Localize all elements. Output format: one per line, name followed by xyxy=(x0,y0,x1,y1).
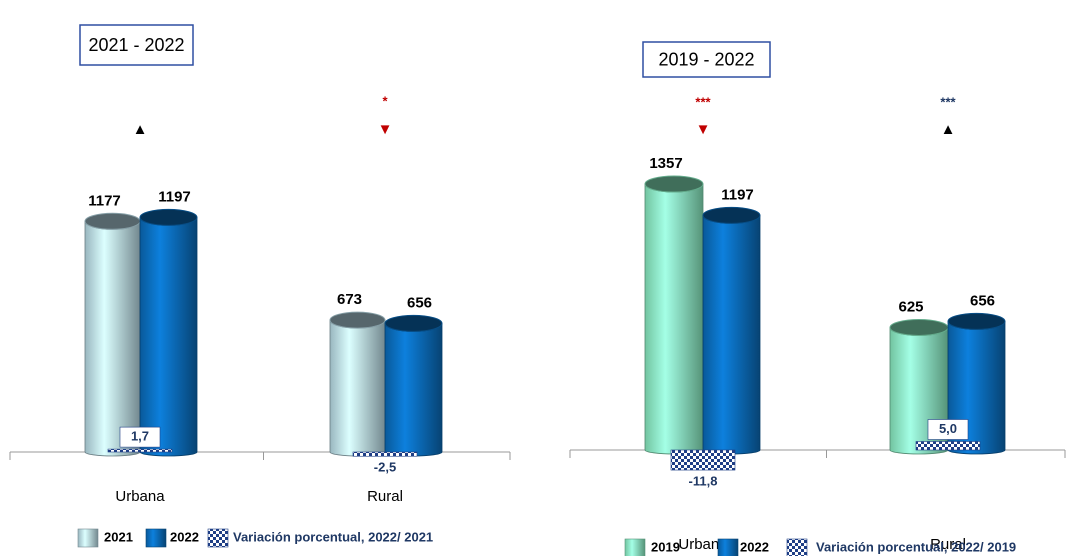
legend-label: Variación porcentual, 2022/ 2019 xyxy=(816,539,1016,554)
variation-bar xyxy=(352,451,418,457)
cylinder-bar xyxy=(384,314,443,457)
value-label: 1197 xyxy=(721,186,754,203)
legend-swatch xyxy=(786,538,808,556)
value-label: 673 xyxy=(337,291,362,308)
cylinder-body xyxy=(329,320,386,457)
trend-arrow: ▼ xyxy=(378,121,393,138)
category-label: Urbana xyxy=(115,488,165,505)
significance-stars: *** xyxy=(940,94,956,109)
variation-label: -11,8 xyxy=(689,473,718,488)
category-label: Urbana xyxy=(678,536,728,553)
chart-title: 2021 - 2022 xyxy=(88,35,184,55)
legend-label: 2019 xyxy=(651,539,680,554)
variation-bar xyxy=(670,449,736,471)
legend-label: 2022 xyxy=(740,539,769,554)
value-label: 1197 xyxy=(158,188,191,205)
cylinder-top xyxy=(329,311,386,329)
cylinder-bar xyxy=(644,175,704,455)
legend-label: Variación porcentual, 2022/ 2021 xyxy=(233,529,433,544)
cylinder-body xyxy=(644,183,704,455)
chart-title: 2019 - 2022 xyxy=(658,49,754,69)
variation-label: 1,7 xyxy=(131,429,149,444)
cylinder-bar xyxy=(329,311,386,457)
legend-swatch xyxy=(717,538,739,556)
cylinder-bar xyxy=(84,212,141,457)
variation-label-box xyxy=(927,419,969,440)
cylinder-top xyxy=(947,312,1006,330)
variation-label-box xyxy=(119,426,161,448)
value-label: 656 xyxy=(970,292,995,309)
cylinder-body xyxy=(139,217,198,457)
cylinder-body xyxy=(384,323,443,457)
trend-arrow: ▲ xyxy=(133,121,148,138)
significance-stars: *** xyxy=(695,94,711,109)
cylinder-top xyxy=(702,206,761,224)
significance-stars: * xyxy=(382,93,388,108)
variation-label: -2,5 xyxy=(374,460,396,475)
title-box xyxy=(79,24,194,66)
legend-swatch xyxy=(145,528,167,548)
legend-label: 2021 xyxy=(104,529,133,544)
variation-label: 5,0 xyxy=(939,421,957,436)
cylinder-body xyxy=(84,221,141,457)
cylinder-top xyxy=(384,314,443,332)
cylinder-bar xyxy=(702,206,761,455)
value-label: 625 xyxy=(898,298,923,315)
cylinder-top xyxy=(644,175,704,193)
category-label: Rural xyxy=(367,488,403,505)
trend-arrow: ▲ xyxy=(941,121,956,138)
category-label: Rural xyxy=(930,536,966,553)
legend-swatch xyxy=(207,528,229,548)
cylinder-top xyxy=(139,208,198,226)
variation-bar xyxy=(915,441,981,451)
value-label: 1357 xyxy=(649,155,682,172)
legend-label: 2022 xyxy=(170,529,199,544)
cylinder-top xyxy=(84,212,141,230)
value-label: 656 xyxy=(407,294,432,311)
cylinder-body xyxy=(702,215,761,455)
value-label: 1177 xyxy=(88,192,121,209)
trend-arrow: ▼ xyxy=(696,121,711,138)
title-box xyxy=(642,41,771,78)
legend-swatch xyxy=(77,528,99,548)
cylinder-top xyxy=(889,319,949,336)
cylinder-bar xyxy=(139,208,198,457)
variation-bar xyxy=(107,448,173,453)
legend-swatch xyxy=(624,538,646,556)
